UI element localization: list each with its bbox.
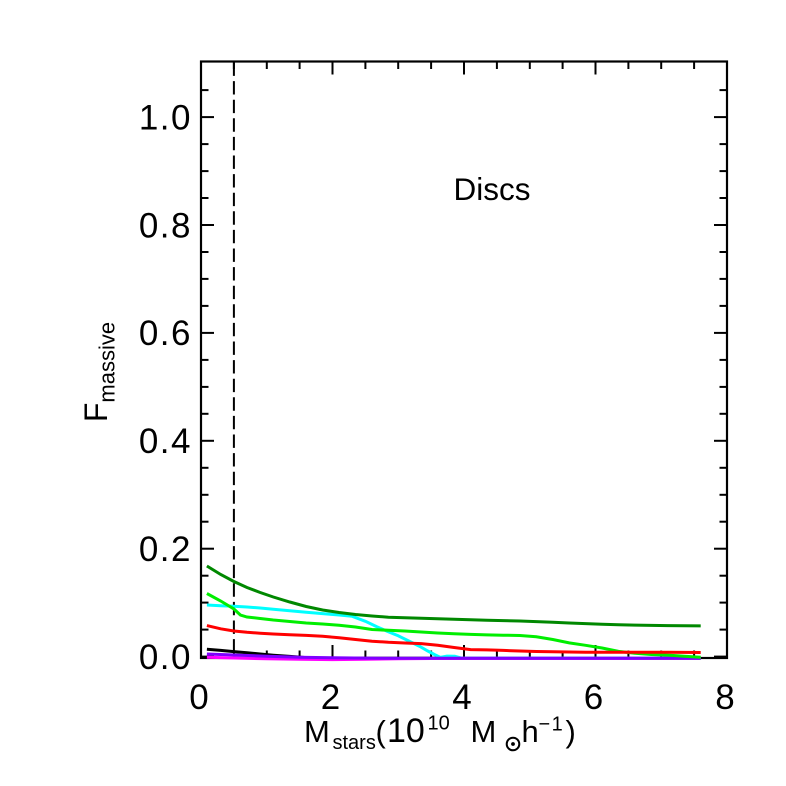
svg-text:(: ( <box>376 714 387 749</box>
svg-text:10: 10 <box>428 713 450 735</box>
svg-text:0.6: 0.6 <box>139 314 192 353</box>
svg-text:M: M <box>471 714 497 749</box>
svg-text:stars: stars <box>333 732 376 754</box>
svg-text:1.0: 1.0 <box>139 98 192 137</box>
svg-text:0: 0 <box>189 678 208 717</box>
svg-text:6: 6 <box>584 678 603 717</box>
svg-text:0.4: 0.4 <box>139 422 192 461</box>
svg-text:2: 2 <box>321 678 340 717</box>
svg-text:−1: −1 <box>539 714 565 736</box>
svg-text:0.2: 0.2 <box>139 530 192 569</box>
svg-text:M: M <box>304 714 330 749</box>
svg-text:10: 10 <box>387 712 425 750</box>
svg-text:8: 8 <box>715 678 734 717</box>
svg-text:): ) <box>566 714 576 749</box>
svg-text:0.8: 0.8 <box>139 206 192 245</box>
svg-text:0.0: 0.0 <box>139 638 192 677</box>
svg-text:h: h <box>522 714 539 749</box>
svg-text:Discs: Discs <box>454 171 531 207</box>
svg-text:4: 4 <box>452 678 471 717</box>
